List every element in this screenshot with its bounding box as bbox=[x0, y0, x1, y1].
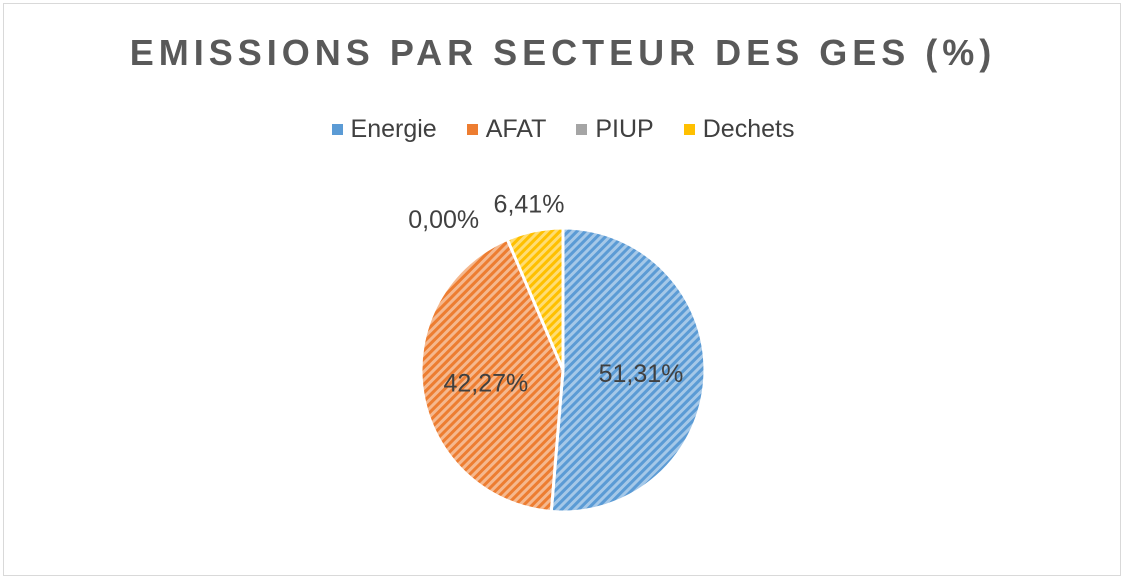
legend-item-energie: Energie bbox=[331, 115, 437, 144]
legend-item-afat: AFAT bbox=[466, 115, 547, 144]
data-label-piup: 0,00% bbox=[408, 206, 479, 234]
chart-title: EMISSIONS PAR SECTEUR DES GES (%) bbox=[129, 32, 997, 73]
pie-slice-afat bbox=[419, 237, 565, 514]
data-label-energie: 51,31% bbox=[599, 360, 684, 388]
legend-label-afat: AFAT bbox=[485, 115, 547, 143]
legend-swatch-afat bbox=[466, 124, 478, 135]
legend-label-dechets: Dechets bbox=[702, 115, 795, 143]
legend-swatch-piup bbox=[576, 124, 588, 135]
legend-label-energie: Energie bbox=[350, 115, 437, 143]
legend: Energie AFAT PIUP Dechets bbox=[0, 115, 1126, 144]
pie-slice-dechets bbox=[505, 226, 565, 371]
data-label-afat: 42,27% bbox=[444, 369, 529, 397]
legend-label-piup: PIUP bbox=[595, 115, 654, 143]
data-label-dechets: 6,41% bbox=[494, 190, 565, 218]
legend-swatch-energie bbox=[331, 124, 343, 135]
legend-item-dechets: Dechets bbox=[683, 115, 795, 144]
legend-item-piup: PIUP bbox=[576, 115, 654, 144]
legend-swatch-dechets bbox=[683, 124, 695, 135]
pie-slice-energie bbox=[549, 226, 707, 514]
